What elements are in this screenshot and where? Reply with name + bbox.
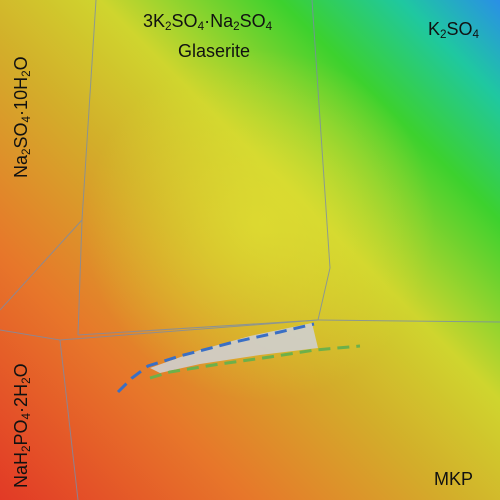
boundary-central-left	[77, 219, 83, 336]
boundary-lower-left	[0, 329, 61, 341]
shaded-region	[150, 323, 318, 373]
label-na2so4-10h2o: Na2SO4·10H2O	[11, 56, 33, 178]
boundary-top	[311, 0, 331, 269]
boundary-left-vertical	[81, 0, 97, 221]
boundary-left-lower	[0, 219, 83, 311]
label-glaserite-name: Glaserite	[178, 41, 251, 61]
label-mkp: MKP	[434, 469, 474, 489]
boundary-right-lower	[317, 267, 331, 321]
label-nah2po4-2h2o: NaH2PO4·2H2O	[11, 363, 33, 488]
boundary-mkp-top	[59, 319, 319, 341]
boundary-lower-left-down	[59, 339, 79, 500]
label-glaserite-formula: 3K2SO4·Na2SO4	[143, 11, 273, 33]
dashed-blue-curve	[116, 322, 315, 394]
dashed-green-curve	[149, 344, 361, 380]
boundary-mid	[77, 319, 319, 336]
boundary-right-diagonal	[317, 319, 500, 323]
label-k2so4: K2SO4	[428, 19, 480, 41]
